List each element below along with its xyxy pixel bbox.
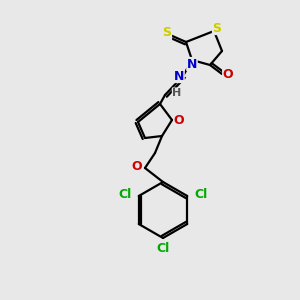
Text: N: N (187, 58, 197, 70)
Text: O: O (132, 160, 142, 172)
Text: O: O (223, 68, 233, 80)
Text: H: H (172, 88, 182, 98)
Text: Cl: Cl (118, 188, 131, 200)
Text: S: S (163, 26, 172, 40)
Text: Cl: Cl (156, 242, 170, 254)
Text: Cl: Cl (195, 188, 208, 200)
Text: S: S (212, 22, 221, 34)
Text: O: O (174, 113, 184, 127)
Text: N: N (174, 70, 184, 83)
